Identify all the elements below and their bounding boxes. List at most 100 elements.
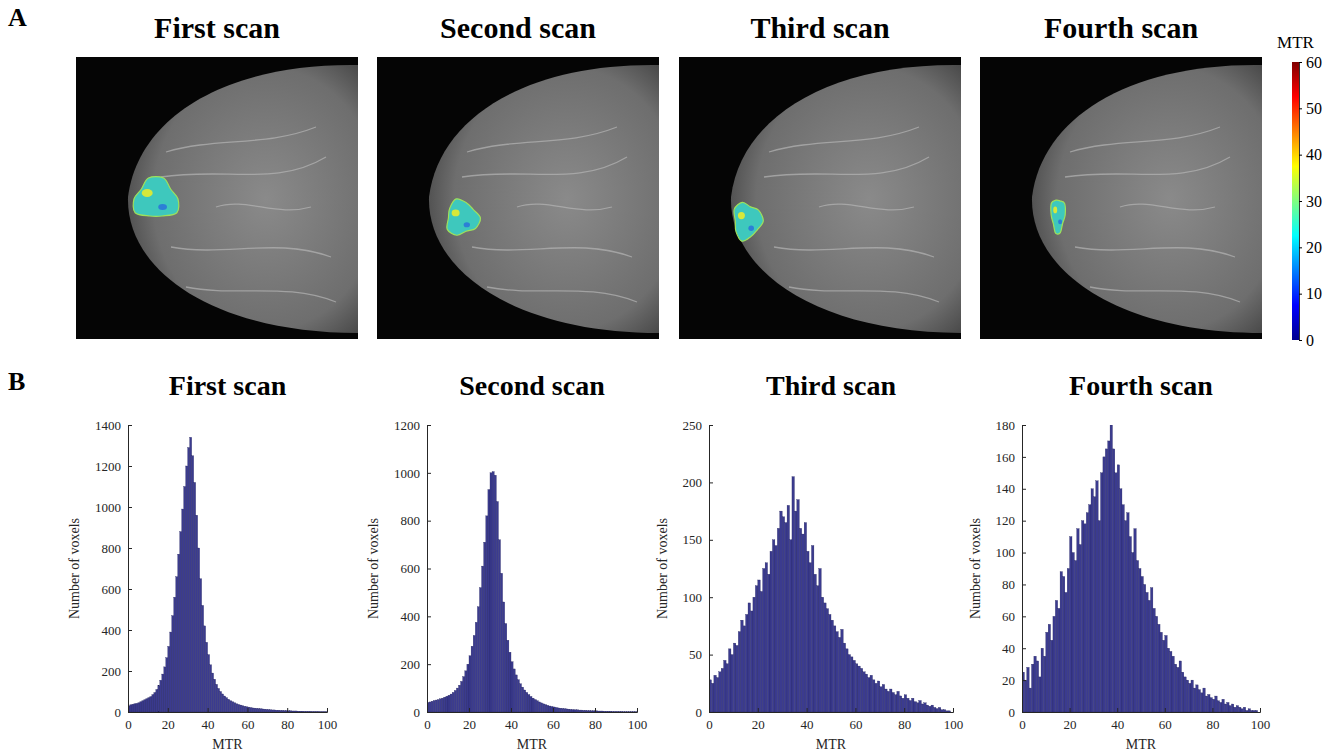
histogram-bar bbox=[144, 700, 146, 712]
histogram-bar bbox=[838, 637, 840, 712]
x-tick-mark bbox=[758, 708, 759, 712]
mri-image bbox=[679, 57, 961, 339]
colorbar-axis-line bbox=[1300, 63, 1303, 341]
y-tick-mark bbox=[128, 630, 132, 631]
histogram-bar bbox=[307, 711, 309, 712]
histogram-bar bbox=[285, 711, 287, 712]
histogram-bar bbox=[787, 505, 789, 712]
histogram-bar bbox=[1158, 624, 1160, 712]
histogram-bar bbox=[726, 664, 728, 712]
y-tick-mark bbox=[709, 712, 713, 713]
histogram-bar bbox=[130, 705, 132, 712]
histogram-bar bbox=[760, 591, 762, 712]
y-axis-line bbox=[710, 426, 714, 713]
tissue-stroke bbox=[487, 287, 637, 302]
y-tick-label: 1000 bbox=[95, 500, 121, 515]
image-background bbox=[679, 57, 961, 339]
histogram-bar bbox=[846, 649, 848, 712]
histogram-bar bbox=[471, 646, 473, 712]
histogram-bar bbox=[281, 710, 283, 712]
histogram-bar bbox=[212, 673, 214, 712]
histogram-bar bbox=[309, 711, 311, 712]
histogram-bar bbox=[931, 705, 933, 712]
colorbar-tick-mark bbox=[1299, 340, 1302, 341]
histogram-bar bbox=[877, 681, 879, 712]
histogram-bar bbox=[1065, 592, 1067, 712]
histogram-bar bbox=[142, 701, 144, 712]
histogram-bar bbox=[507, 640, 509, 712]
histogram-bar bbox=[253, 708, 255, 712]
histogram-bar bbox=[136, 703, 138, 712]
histogram-bar bbox=[1041, 648, 1043, 712]
y-tick: 40 bbox=[1002, 641, 1026, 656]
histogram-bar bbox=[450, 694, 452, 712]
histogram-bar bbox=[1098, 521, 1100, 712]
x-tick-label: 0 bbox=[1019, 717, 1026, 732]
histogram-bar bbox=[597, 711, 599, 712]
histogram-bar bbox=[564, 709, 566, 712]
histogram-bar bbox=[851, 657, 853, 712]
histogram-bar bbox=[880, 687, 882, 712]
histogram-bar bbox=[721, 668, 723, 712]
histogram-bar bbox=[1196, 685, 1198, 712]
histogram-bar bbox=[431, 701, 433, 712]
x-tick-label: 40 bbox=[202, 717, 215, 732]
histogram-bar bbox=[782, 517, 784, 712]
histogram-bar bbox=[799, 528, 801, 712]
histogram-bar bbox=[1101, 473, 1103, 712]
histogram-panel: Third scan020406080100050100150200250MTR… bbox=[655, 370, 964, 752]
y-tick-label: 140 bbox=[996, 481, 1016, 496]
histogram-bar bbox=[319, 711, 321, 712]
histogram-bar bbox=[1036, 661, 1038, 712]
histogram-bar bbox=[480, 588, 482, 712]
y-tick-mark bbox=[709, 425, 713, 426]
y-tick-label: 400 bbox=[401, 609, 421, 624]
image-title: Second scan bbox=[440, 11, 596, 44]
colorbar-tick-mark bbox=[1299, 108, 1302, 109]
histogram-bar bbox=[1215, 696, 1217, 712]
histogram-bar bbox=[578, 710, 580, 712]
image-background bbox=[377, 57, 659, 339]
histogram-bar bbox=[484, 542, 486, 712]
y-axis-line bbox=[1023, 426, 1027, 713]
y-tick: 1200 bbox=[95, 459, 132, 474]
histogram-bar bbox=[1179, 661, 1181, 712]
histogram-bar bbox=[188, 448, 190, 712]
histogram-bar bbox=[829, 614, 831, 712]
tumour-overlay-spot bbox=[1058, 219, 1062, 224]
histogram-bar bbox=[303, 711, 305, 712]
colorbar-axis: 0102030405060 bbox=[1299, 54, 1322, 349]
histogram-bar bbox=[440, 699, 442, 712]
y-tick-label: 180 bbox=[996, 418, 1016, 433]
colorbar-tick-label: 0 bbox=[1306, 332, 1314, 349]
y-tick-mark bbox=[1022, 521, 1026, 522]
y-tick-mark bbox=[128, 507, 132, 508]
y-tick-mark bbox=[128, 548, 132, 549]
histogram-bar bbox=[1046, 632, 1048, 712]
histogram-bar bbox=[509, 652, 511, 712]
colorbar-tick: 60 bbox=[1299, 54, 1322, 71]
histogram-bar bbox=[138, 703, 140, 712]
histogram-bar bbox=[1193, 688, 1195, 712]
x-tick-label: 100 bbox=[944, 717, 964, 732]
histogram-bar bbox=[875, 683, 877, 712]
histogram-bar bbox=[1181, 672, 1183, 712]
y-tick-label: 200 bbox=[102, 664, 122, 679]
x-tick-label: 40 bbox=[801, 717, 814, 732]
y-axis-line bbox=[129, 426, 133, 713]
histogram-bar bbox=[816, 586, 818, 712]
x-tick: 20 bbox=[162, 708, 175, 732]
histogram-bar bbox=[731, 655, 733, 712]
histogram-bar bbox=[833, 626, 835, 712]
histogram-bar bbox=[1162, 640, 1164, 712]
histogram-bar bbox=[868, 678, 870, 712]
y-tick: 200 bbox=[102, 664, 133, 679]
histogram-bar bbox=[631, 711, 633, 712]
y-tick: 800 bbox=[102, 541, 133, 556]
y-tick-mark bbox=[709, 540, 713, 541]
y-tick: 0 bbox=[115, 705, 133, 720]
tumour-overlay bbox=[734, 202, 763, 241]
histogram-bar bbox=[218, 688, 220, 712]
histogram-bar bbox=[444, 697, 446, 712]
x-tick: 20 bbox=[1064, 708, 1077, 732]
